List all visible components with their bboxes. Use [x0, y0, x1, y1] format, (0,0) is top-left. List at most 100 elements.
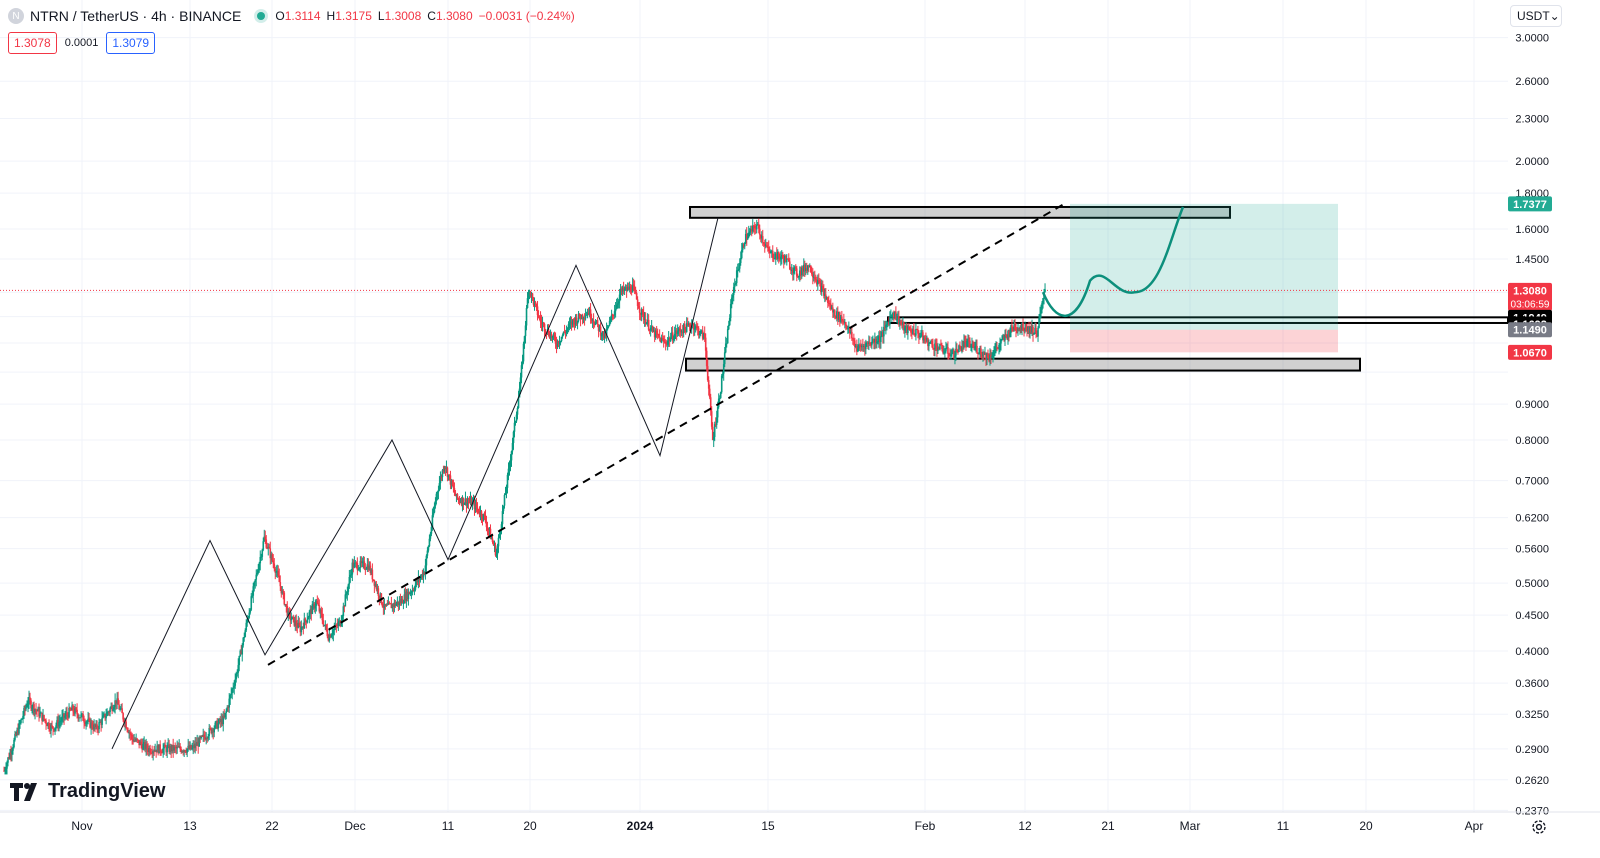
- candle-body: [377, 588, 380, 596]
- candle-body: [102, 715, 104, 718]
- candle-body: [1042, 298, 1044, 303]
- candle-body: [488, 528, 491, 530]
- candle-body: [316, 600, 319, 604]
- candle-body: [773, 258, 776, 260]
- candle-body: [631, 284, 634, 293]
- candle-body: [797, 275, 800, 277]
- candle-body: [766, 246, 769, 248]
- candle-body: [678, 328, 681, 330]
- candle-body: [971, 344, 973, 347]
- price-axis[interactable]: 3.00002.60002.30002.00001.80001.60001.45…: [1508, 0, 1600, 858]
- candle-body: [833, 310, 835, 313]
- candle-body: [151, 752, 153, 754]
- candle-body: [607, 325, 610, 327]
- candle-body: [914, 334, 916, 336]
- candle-body: [450, 480, 453, 485]
- candle-body: [135, 738, 137, 741]
- gear-icon[interactable]: [1530, 818, 1548, 836]
- candle-body: [335, 624, 338, 626]
- currency-selector[interactable]: USDT ⌄: [1510, 5, 1562, 27]
- candle-body: [283, 592, 286, 605]
- time-axis[interactable]: Nov 13 22 Dec 11 20 2024 15 Feb 12 21 Mar 11 20 Apr: [0, 811, 1600, 833]
- candle-body: [359, 560, 362, 568]
- candle-body: [393, 602, 396, 607]
- candle-body: [90, 722, 92, 728]
- candle-body: [569, 321, 572, 324]
- candle-body: [157, 745, 159, 754]
- candle-body: [391, 604, 394, 609]
- candle-body: [495, 554, 498, 556]
- candle-body: [115, 700, 117, 704]
- candle-body: [326, 629, 329, 637]
- candle-body: [867, 342, 869, 344]
- candle-body: [1022, 322, 1024, 331]
- candle-body: [830, 303, 832, 310]
- candle-body: [555, 343, 558, 347]
- candle-body: [446, 467, 449, 477]
- candle-body: [986, 353, 988, 360]
- candle-body: [519, 377, 522, 389]
- candle-body: [879, 336, 881, 343]
- candle-body: [499, 530, 502, 534]
- candle-body: [244, 630, 247, 638]
- candle-body: [963, 341, 965, 348]
- candle-body: [409, 592, 412, 595]
- candle-body: [592, 320, 595, 323]
- candle-body: [514, 421, 517, 423]
- candle-body: [855, 345, 857, 347]
- candle-body: [227, 707, 230, 709]
- candle-body: [293, 616, 296, 626]
- candle-body: [52, 726, 54, 729]
- candle-body: [763, 243, 766, 247]
- candle-body: [360, 560, 363, 564]
- candle-body: [641, 309, 644, 313]
- candle-body: [866, 342, 868, 344]
- symbol-title[interactable]: NTRN / TetherUS · 4h · BINANCE: [30, 8, 242, 24]
- candle-body: [209, 727, 212, 729]
- candle-body: [454, 492, 457, 497]
- candle-body: [50, 725, 52, 731]
- candle-body: [925, 339, 927, 341]
- candle-body: [921, 332, 923, 336]
- sell-button[interactable]: 1.3078: [8, 32, 57, 54]
- candle-body: [428, 538, 431, 547]
- candle-body: [434, 500, 437, 506]
- candle-body: [210, 728, 213, 734]
- time-tick-label: Mar: [1180, 819, 1201, 833]
- candle-body: [876, 342, 878, 344]
- zigzag-line: [111, 217, 719, 750]
- candle-body: [970, 346, 972, 348]
- candle-body: [573, 320, 576, 325]
- candle-body: [751, 225, 754, 232]
- candle-body: [3, 770, 5, 772]
- candle-body: [441, 470, 444, 478]
- candle-body: [694, 325, 697, 329]
- candle-body: [379, 593, 382, 599]
- candle-body: [532, 297, 535, 305]
- candle-body: [1034, 327, 1036, 334]
- candle-body: [536, 306, 539, 316]
- candle-body: [525, 308, 528, 326]
- candle-body: [403, 594, 406, 604]
- candle-body: [718, 398, 721, 400]
- candle-body: [719, 392, 722, 399]
- candle-body: [79, 717, 81, 719]
- candle-body: [856, 345, 858, 352]
- candle-body: [175, 747, 177, 749]
- candle-body: [476, 507, 479, 509]
- candle-body: [918, 333, 920, 338]
- candle-body: [286, 606, 289, 616]
- buy-button[interactable]: 1.3079: [106, 32, 156, 54]
- candle-body: [721, 373, 724, 376]
- candle-body: [852, 338, 854, 340]
- market-status-icon[interactable]: [257, 12, 266, 20]
- candle-body: [261, 549, 264, 557]
- target-area: [1070, 203, 1338, 330]
- symbol-header[interactable]: N NTRN / TetherUS · 4h · BINANCE O1.3114…: [8, 6, 581, 26]
- candle-body: [981, 353, 983, 357]
- candle-body: [503, 494, 506, 506]
- candle-body: [185, 751, 187, 753]
- candle-body: [322, 620, 325, 626]
- tradingview-logo[interactable]: TradingView: [10, 780, 165, 803]
